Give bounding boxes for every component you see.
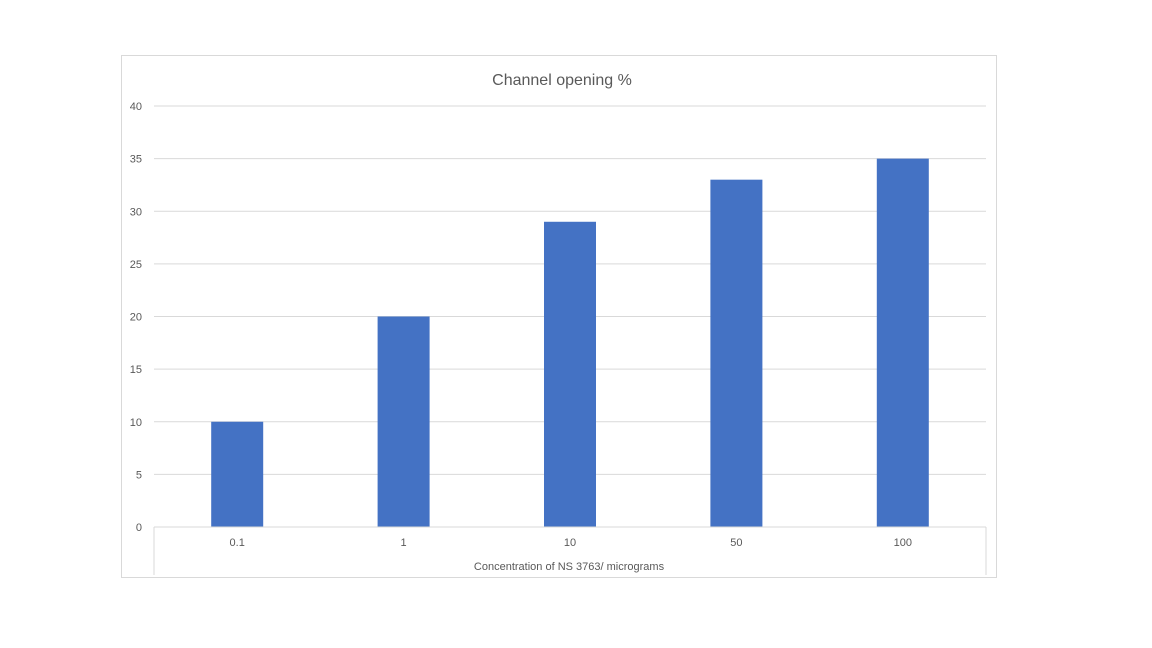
bar-chart: Channel opening % 0 5 10 15 20 25 30 35 40 0.1 1 1…	[130, 72, 987, 575]
y-tick-label: 5	[136, 469, 142, 481]
chart-area: Channel opening % 0 5 10 15 20 25 30 35 40 0.1 1 1…	[121, 55, 997, 578]
bar	[211, 421, 264, 527]
y-tick-label: 0	[136, 522, 142, 534]
x-tick-label: 1	[401, 537, 407, 549]
y-tick-label: 25	[130, 259, 142, 271]
y-axis-ticks: 0 5 10 15 20 25 30 35 40	[130, 101, 142, 534]
chart-title: Channel opening %	[492, 72, 632, 89]
bar	[876, 158, 929, 527]
bar	[710, 179, 763, 528]
bar	[377, 316, 430, 527]
x-axis: 0.1 1 10 50 100	[153, 526, 987, 575]
x-tick-label: 0.1	[230, 537, 245, 549]
y-tick-label: 35	[130, 154, 142, 166]
y-tick-label: 30	[130, 206, 142, 218]
y-tick-label: 10	[130, 417, 142, 429]
x-axis-title: Concentration of NS 3763/ micrograms	[474, 561, 665, 573]
y-tick-label: 15	[130, 364, 142, 376]
x-tick-label: 10	[564, 537, 576, 549]
y-tick-label: 20	[130, 312, 142, 324]
y-tick-label: 40	[130, 101, 142, 113]
bar	[544, 221, 596, 527]
bars	[211, 158, 929, 528]
x-tick-label: 100	[894, 537, 912, 549]
x-tick-label: 50	[730, 537, 742, 549]
